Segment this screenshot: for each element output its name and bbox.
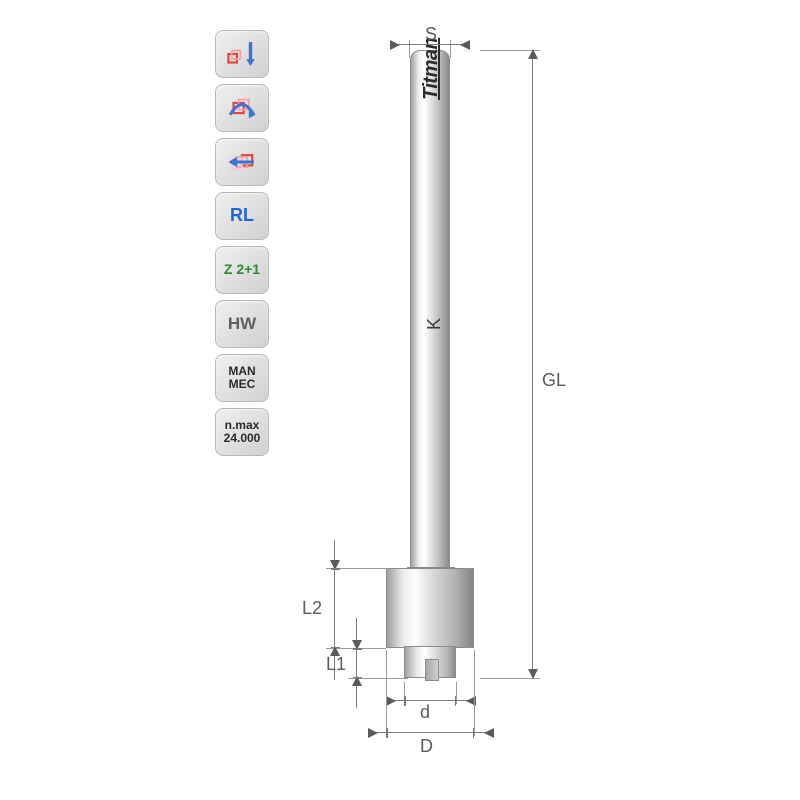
badge-mec-label: MEC — [229, 377, 256, 391]
brand-logo: Titman — [420, 38, 443, 100]
shank-mark: K — [424, 318, 445, 330]
shank — [410, 50, 450, 570]
dim-d-line — [388, 700, 474, 701]
badge-rotation-icon — [215, 84, 269, 132]
technical-diagram: RL Z 2+1 HW MAN MEC n.max 24.000 Titman … — [0, 0, 800, 800]
badge-nmax-value: 24.000 — [224, 431, 261, 445]
ext-D-right — [474, 650, 475, 736]
badge-feed-icon — [215, 138, 269, 186]
badge-z-label: Z 2+1 — [224, 262, 260, 277]
badge-hw: HW — [215, 300, 269, 348]
dim-l1-line — [356, 618, 357, 708]
dim-s-label: S — [425, 24, 437, 45]
badge-nmax: n.max 24.000 — [215, 408, 269, 456]
cutter-tip — [404, 646, 456, 678]
badge-hw-label: HW — [228, 315, 256, 334]
ext-s-right — [450, 40, 451, 58]
ext-s-left — [409, 40, 410, 58]
dim-l1-label: L1 — [326, 654, 346, 675]
spec-badges: RL Z 2+1 HW MAN MEC n.max 24.000 — [215, 30, 269, 456]
dim-gl-line — [532, 50, 533, 678]
dim-D-label: D — [420, 736, 433, 757]
badge-man-label: MAN — [228, 364, 255, 378]
badge-plunge-icon — [215, 30, 269, 78]
dim-D-line — [370, 732, 492, 733]
badge-nmax-label: n.max — [225, 418, 260, 432]
badge-z: Z 2+1 — [215, 246, 269, 294]
dim-l2-label: L2 — [302, 598, 322, 619]
ext-D-left — [386, 650, 387, 736]
dim-gl-label: GL — [542, 370, 566, 391]
dim-d-label: d — [420, 702, 430, 723]
cutter-body — [386, 568, 474, 648]
badge-rl: RL — [215, 192, 269, 240]
badge-man-mec: MAN MEC — [215, 354, 269, 402]
badge-rl-label: RL — [230, 206, 254, 226]
